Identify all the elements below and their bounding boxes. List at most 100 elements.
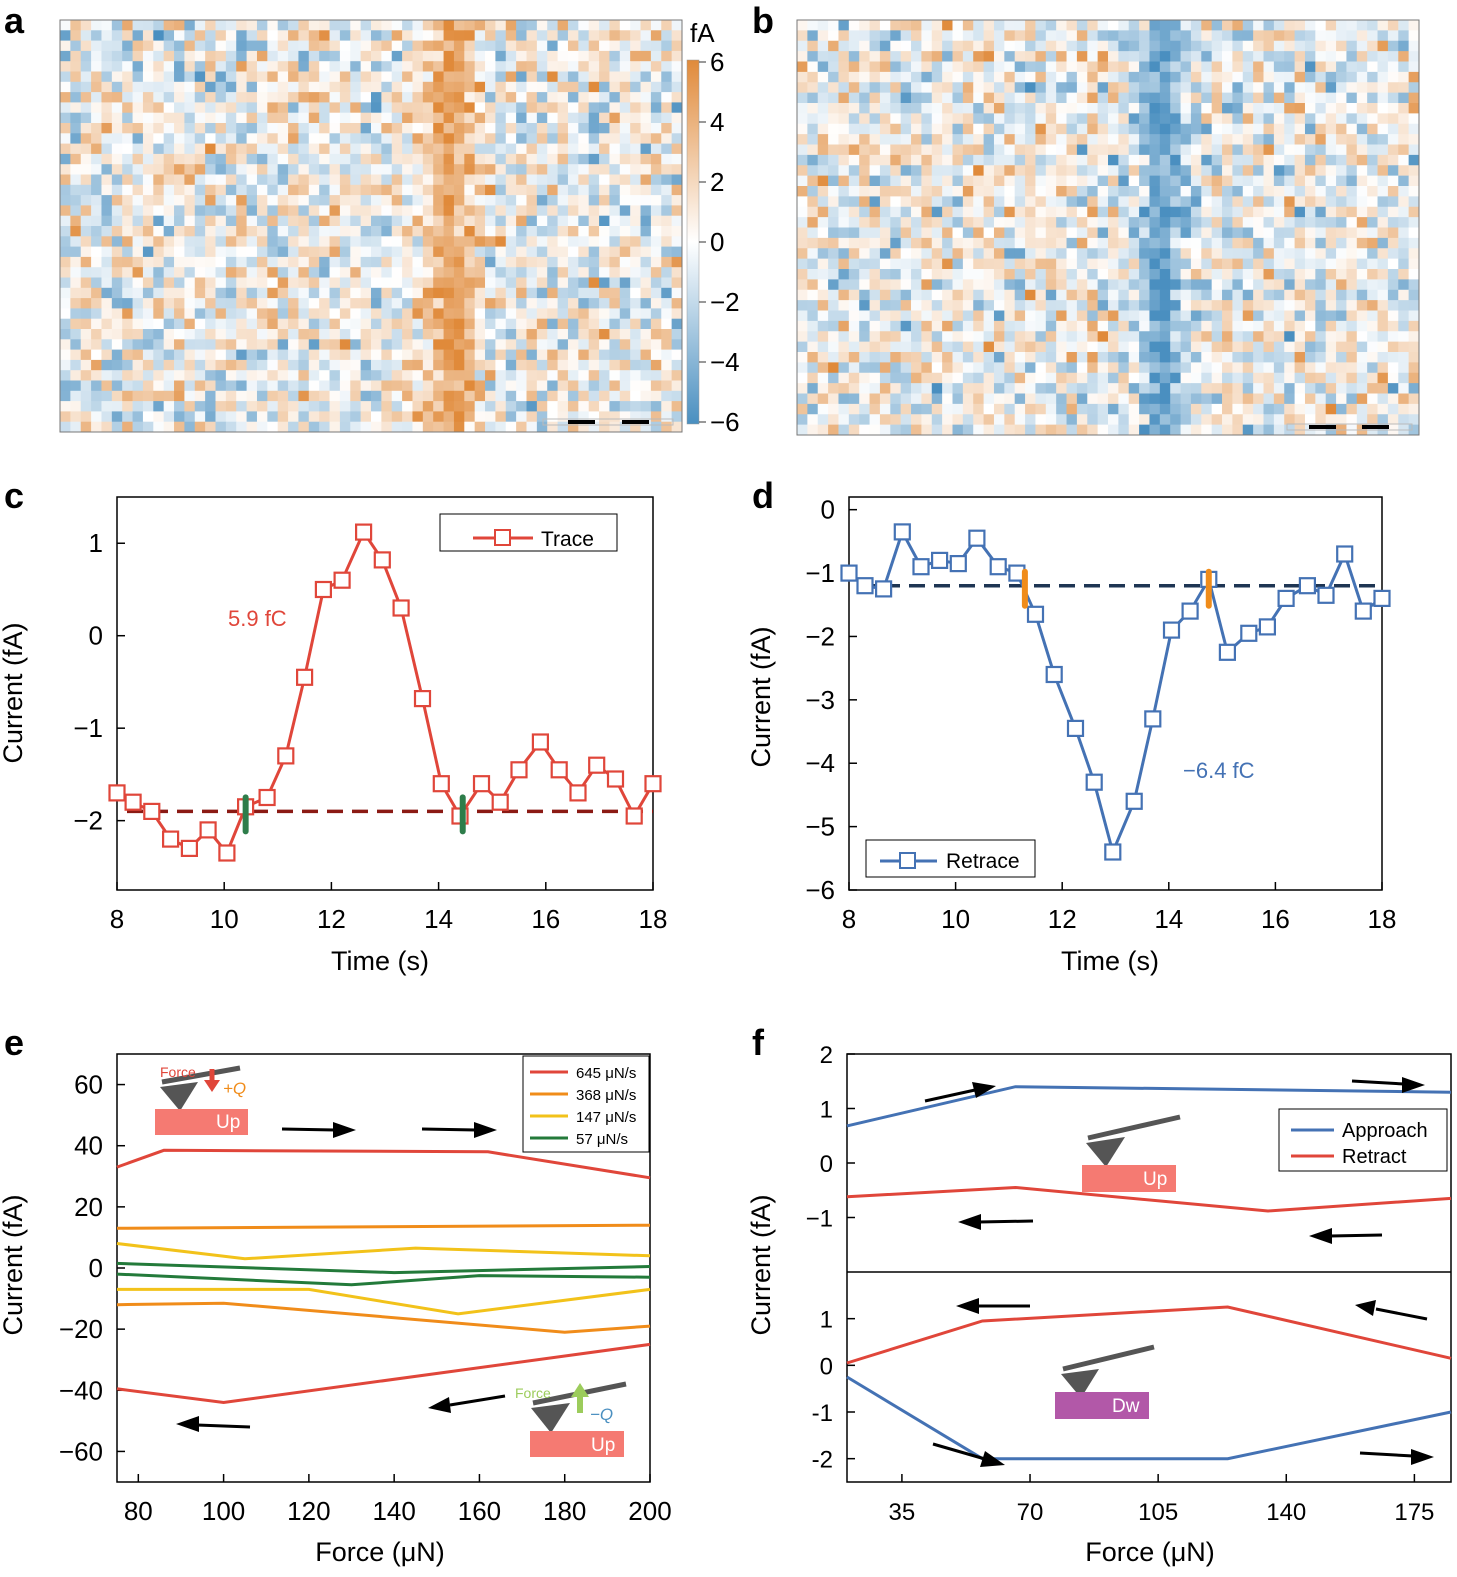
- heatmap-cell: [350, 112, 362, 124]
- heatmap-cell: [921, 300, 933, 311]
- heatmap-cell: [536, 411, 548, 423]
- heatmap-cell: [817, 248, 829, 260]
- heatmap-cell: [80, 246, 92, 258]
- heatmap-cell: [516, 411, 527, 423]
- heatmap-cell: [1201, 71, 1213, 83]
- heatmap-cell: [443, 50, 455, 62]
- heatmap-cell: [869, 372, 881, 384]
- heatmap-cell: [1014, 61, 1026, 73]
- heatmap-cell: [142, 329, 154, 340]
- heatmap-cell: [1118, 206, 1130, 218]
- heatmap-cell: [973, 144, 984, 156]
- heatmap-cell: [526, 380, 538, 392]
- heatmap-cell: [1097, 393, 1109, 405]
- heatmap-cell: [1304, 134, 1316, 145]
- heatmap-cell: [650, 205, 662, 217]
- heatmap-cell: [962, 362, 974, 374]
- heatmap-cell: [391, 390, 403, 402]
- heatmap-cell: [536, 112, 548, 124]
- heatmap-cell: [619, 267, 631, 278]
- heatmap-cell: [1035, 40, 1047, 52]
- data-point: [1144, 710, 1162, 728]
- heatmap-cell: [360, 102, 372, 114]
- heatmap-cell: [848, 217, 860, 228]
- heatmap-cell: [412, 81, 424, 93]
- heatmap-cell: [225, 195, 237, 206]
- heatmap-cell: [485, 112, 496, 124]
- heatmap-cell: [1180, 92, 1192, 104]
- heatmap-cell: [1325, 237, 1337, 249]
- heatmap-cell: [474, 318, 486, 330]
- heatmap-cell: [640, 401, 652, 412]
- heatmap-cell: [142, 287, 154, 299]
- heatmap-cell: [505, 40, 517, 52]
- heatmap-cell: [433, 277, 444, 289]
- heatmap-cell: [1211, 154, 1223, 166]
- heatmap-cell: [1097, 30, 1109, 42]
- heatmap-cell: [640, 287, 652, 299]
- heatmap-cell: [1242, 424, 1254, 436]
- heatmap-cell: [1408, 227, 1420, 239]
- heatmap-cell: [1211, 320, 1223, 332]
- heatmap-cell: [485, 390, 496, 402]
- heatmap-cell: [630, 40, 641, 52]
- heatmap-cell: [869, 300, 881, 311]
- heatmap-cell: [1346, 165, 1358, 177]
- heatmap-cell: [1398, 51, 1410, 62]
- heatmap-cell: [516, 81, 527, 93]
- heatmap-cell: [983, 331, 995, 343]
- heatmap-cell: [350, 133, 362, 144]
- heatmap-cell: [1097, 383, 1109, 394]
- heatmap-cell: [879, 372, 891, 384]
- heatmap-cell: [838, 40, 850, 52]
- heatmap-cell: [70, 205, 82, 217]
- heatmap-cell: [921, 403, 933, 415]
- heatmap-cell: [588, 226, 600, 237]
- heatmap-cell: [381, 112, 393, 124]
- heatmap-cell: [1139, 341, 1150, 353]
- heatmap-cell: [412, 308, 424, 320]
- heatmap-cell: [485, 92, 496, 103]
- heatmap-cell: [1253, 30, 1264, 42]
- heatmap-cell: [194, 50, 206, 62]
- heatmap-cell: [1263, 175, 1275, 187]
- heatmap-cell: [993, 61, 1005, 73]
- heatmap-cell: [1056, 352, 1067, 363]
- heatmap-cell: [402, 195, 413, 206]
- heatmap-cell: [142, 164, 154, 175]
- heatmap-cell: [402, 287, 413, 299]
- heatmap-cell: [650, 246, 662, 258]
- heatmap-cell: [516, 164, 527, 175]
- heatmap-cell: [828, 103, 839, 114]
- heatmap-cell: [360, 329, 372, 340]
- heatmap-cell: [557, 50, 569, 62]
- heatmap-cell: [1159, 341, 1171, 353]
- heatmap-cell: [567, 329, 579, 340]
- heatmap-cell: [70, 71, 82, 83]
- heatmap-cell: [1149, 40, 1161, 52]
- heatmap-cell: [1346, 134, 1358, 145]
- heatmap-cell: [1294, 414, 1306, 426]
- heatmap-cell: [122, 318, 133, 330]
- heatmap-cell: [215, 50, 227, 62]
- heatmap-cell: [952, 289, 964, 301]
- heatmap-cell: [1356, 92, 1368, 104]
- heatmap-cell: [1014, 341, 1026, 353]
- heatmap-cell: [900, 154, 912, 166]
- heatmap-cell: [1014, 20, 1026, 31]
- heatmap-cell: [1045, 372, 1057, 384]
- heatmap-cell: [60, 246, 71, 258]
- heatmap-cell: [1159, 414, 1171, 426]
- heatmap-cell: [1387, 258, 1399, 270]
- heatmap-cell: [1170, 186, 1181, 197]
- heatmap-cell: [1149, 134, 1161, 145]
- heatmap-cell: [973, 393, 984, 405]
- heatmap-cell: [464, 102, 476, 114]
- heatmap-cell: [1232, 352, 1244, 363]
- heatmap-cell: [256, 411, 268, 423]
- heatmap-cell: [256, 30, 268, 41]
- heatmap-cell: [215, 256, 227, 268]
- heatmap-cell: [391, 339, 403, 350]
- heatmap-cell: [848, 40, 860, 52]
